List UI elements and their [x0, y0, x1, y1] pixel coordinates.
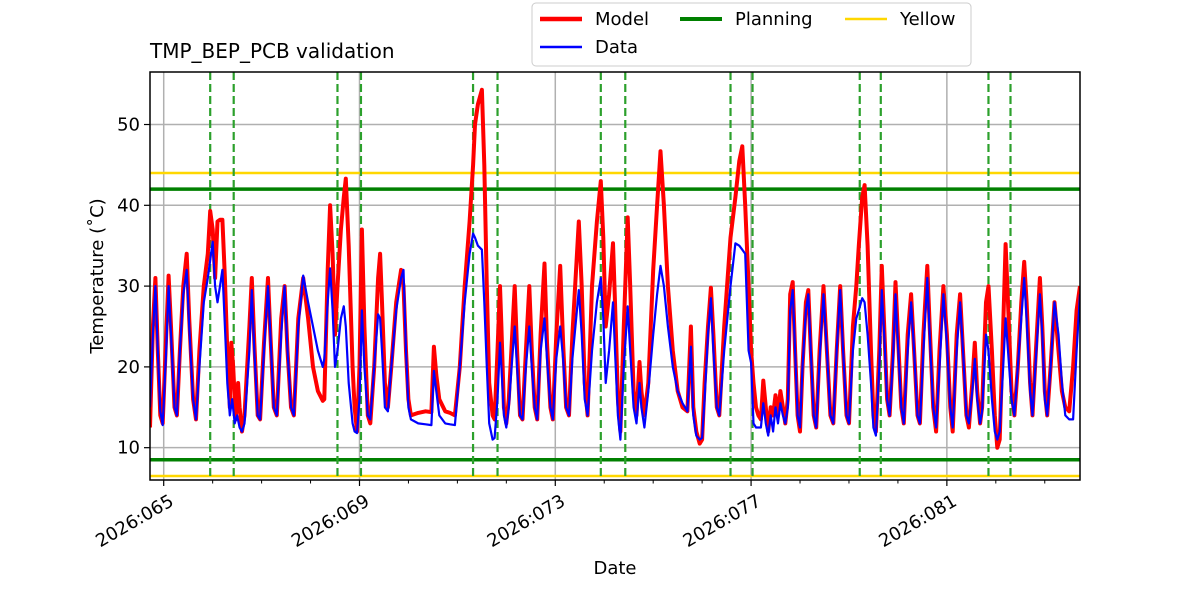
x-tick-label: 2026:081 [875, 491, 960, 552]
x-axis: 2026:065 2026:069 2026:073 2026:077 2026:081 [92, 480, 1046, 552]
series-group [150, 87, 1080, 450]
x-tick-label: 2026:065 [92, 491, 177, 552]
y-tick-label: 30 [117, 276, 140, 297]
y-tick-label: 40 [117, 195, 140, 216]
legend-label-planning: Planning [735, 9, 813, 30]
x-tick-label: 2026:069 [288, 491, 373, 552]
x-tick-label: 2026:077 [680, 491, 765, 552]
x-tick-label: 2026:073 [484, 491, 569, 552]
y-axis: 10 20 30 40 50 [117, 115, 150, 459]
series-line-data [150, 232, 1080, 441]
y-tick-label: 20 [117, 357, 140, 378]
legend-label-yellow: Yellow [899, 9, 955, 30]
limit-lines [150, 171, 1080, 478]
legend-label-data: Data [595, 37, 638, 58]
x-axis-label: Date [593, 558, 636, 579]
legend: Model Data Planning Yellow [531, 2, 972, 67]
y-axis-label: Temperature (˚C) [87, 198, 108, 354]
legend-label-model: Model [595, 9, 649, 30]
plot-frame [149, 71, 1081, 481]
y-tick-label: 50 [117, 115, 140, 136]
chart-title: TMP_BEP_PCB validation [149, 39, 395, 63]
y-tick-label: 10 [117, 438, 140, 459]
